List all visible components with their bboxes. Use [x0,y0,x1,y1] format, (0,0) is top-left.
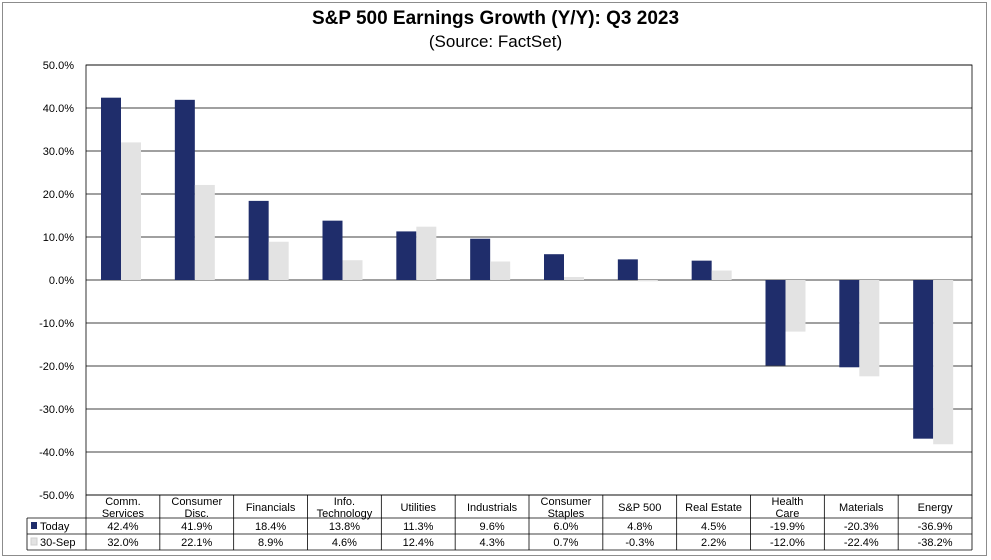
bar-30-sep [637,280,658,282]
data-table-value: -22.4% [844,537,879,549]
chart-subtitle: (Source: FactSet) [428,32,563,51]
bar-today [913,280,934,439]
y-tick-label: 40.0% [43,103,74,115]
y-tick-label: -40.0% [39,447,74,459]
data-table-value: 0.7% [553,537,578,549]
data-table-value: 8.9% [258,537,283,549]
bar-30-sep [490,261,511,280]
bar-today [101,97,121,281]
bar-today [839,280,860,368]
category-label: Industrials [467,502,518,514]
data-table-value: 22.1% [181,537,212,549]
data-table-value: -12.0% [770,537,805,549]
category-label: Info. [334,496,355,508]
data-table-value: 6.0% [553,521,578,533]
data-table-value: -20.3% [844,521,879,533]
bar-today [691,260,712,280]
category-label: Disc. [185,508,209,520]
data-table-value: -38.2% [918,537,953,549]
y-tick-label: -10.0% [39,318,74,330]
data-table-value: 42.4% [107,521,138,533]
category-label: Energy [918,502,953,514]
bar-30-sep [859,280,880,377]
legend-key [31,522,37,529]
category-label: Consumer [171,496,222,508]
data-table-value: 2.2% [701,537,726,549]
category-label: Utilities [401,502,437,514]
bar-today [322,220,343,280]
data-table-value: 4.3% [480,537,505,549]
bar-today [765,280,786,366]
data-table-value: -36.9% [918,521,953,533]
data-table-value: 9.6% [480,521,505,533]
y-tick-label: -20.0% [39,361,74,373]
y-tick-label: 50.0% [43,60,74,72]
legend-label: Today [40,521,70,533]
y-tick-label: -50.0% [39,490,74,502]
category-label: Real Estate [685,502,742,514]
bar-30-sep [121,142,141,280]
bar-30-sep [785,280,806,332]
legend-key [30,537,38,546]
bar-today [470,238,491,280]
category-label: Technology [317,508,373,520]
category-label: Health [772,496,804,508]
y-tick-label: -30.0% [39,404,74,416]
bar-30-sep [416,226,437,280]
bar-30-sep [933,280,954,445]
bar-30-sep [711,270,732,280]
data-table-value: 32.0% [107,537,138,549]
data-table-value: 11.3% [403,521,434,533]
category-label: Staples [548,508,585,520]
category-label: Comm. [105,496,140,508]
y-tick-label: 20.0% [43,189,74,201]
bar-30-sep [194,184,215,280]
chart-title: S&P 500 Earnings Growth (Y/Y): Q3 2023 [311,8,680,29]
bar-30-sep [564,276,584,280]
y-tick-label: 10.0% [43,232,74,244]
data-table-value: -19.9% [770,521,805,533]
bar-30-sep [268,241,289,280]
category-label: Care [775,508,799,520]
bar-today [174,99,195,280]
category-label: Materials [839,502,884,514]
category-label: Consumer [541,496,592,508]
data-table-value: 4.5% [701,521,726,533]
bar-today [544,254,564,280]
bar-today [248,200,269,280]
y-tick-label: 0.0% [49,275,74,287]
bar-today [617,259,638,280]
data-table-value: 4.6% [332,537,357,549]
legend-label: 30-Sep [40,537,75,549]
data-table-value: -0.3% [625,537,654,549]
category-label: Services [102,508,145,520]
bar-today [396,231,417,280]
y-tick-label: 30.0% [43,146,74,158]
category-label: S&P 500 [618,502,661,514]
data-table-value: 12.4% [403,537,434,549]
data-table-value: 4.8% [627,521,652,533]
data-table-value: 13.8% [329,521,360,533]
category-label: Financials [246,502,296,514]
data-table-value: 18.4% [255,521,286,533]
bar-30-sep [342,260,363,280]
data-table-value: 41.9% [181,521,212,533]
